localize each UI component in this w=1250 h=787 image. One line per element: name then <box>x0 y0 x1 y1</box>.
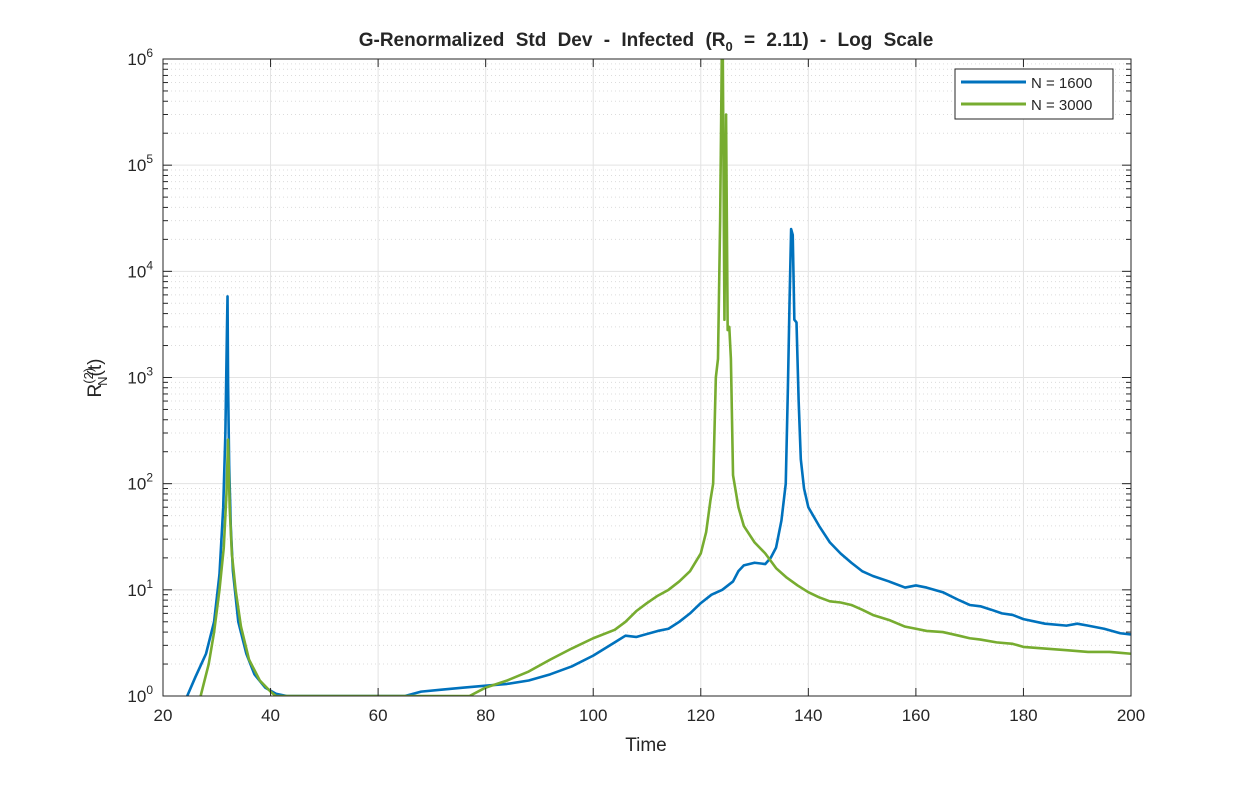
x-axis-label: Time <box>625 735 667 756</box>
x-tick-label: 20 <box>154 706 173 725</box>
x-tick-label: 180 <box>1009 706 1037 725</box>
x-tick-label: 40 <box>261 706 280 725</box>
y-tick-labels: 100 101 102 103 104 105 106 <box>127 46 153 706</box>
y-axis-label: R(2)N(t) <box>81 359 110 398</box>
x-tick-label: 200 <box>1117 706 1145 725</box>
chart-title: G-Renormalized Std Dev - Infected (R0 = … <box>359 30 934 54</box>
x-tick-label: 60 <box>369 706 388 725</box>
chart-title-tail: = 2.11) - Log Scale <box>733 30 934 51</box>
y-tick-label: 105 <box>127 152 153 175</box>
legend-label-1600: N = 1600 <box>1031 75 1092 92</box>
chart-title-main: G-Renormalized Std Dev - Infected (R <box>359 30 726 51</box>
x-tick-label: 100 <box>579 706 607 725</box>
y-tick-label: 103 <box>127 365 153 388</box>
y-axis-label-superscript: (2) <box>81 368 96 384</box>
x-tick-label: 120 <box>687 706 715 725</box>
minor-grid <box>163 63 1131 665</box>
ticks <box>162 58 1132 697</box>
legend-label-3000: N = 3000 <box>1031 97 1092 114</box>
y-tick-label: 101 <box>127 577 153 600</box>
x-tick-label: 160 <box>902 706 930 725</box>
legend: N = 1600 N = 3000 <box>954 68 1114 120</box>
series-layer <box>186 59 1131 696</box>
y-tick-label: 106 <box>127 46 153 69</box>
series-line-n-3000 <box>199 59 1131 696</box>
x-tick-label: 80 <box>476 706 495 725</box>
legend-box <box>954 68 1114 120</box>
series-line-n-1600 <box>186 227 1131 696</box>
y-tick-label: 104 <box>127 258 153 281</box>
chart-title-subscript: 0 <box>726 39 733 54</box>
x-tick-labels: 20 40 60 80 100 120 140 160 180 200 <box>154 706 1146 725</box>
y-tick-label: 102 <box>127 471 153 494</box>
y-tick-label: 100 <box>127 683 153 706</box>
y-axis-label-tail: (t) <box>85 359 106 377</box>
y-axis-label-base: R <box>85 384 106 398</box>
y-axis-label-subscript: N <box>95 376 110 385</box>
x-tick-label: 140 <box>794 706 822 725</box>
